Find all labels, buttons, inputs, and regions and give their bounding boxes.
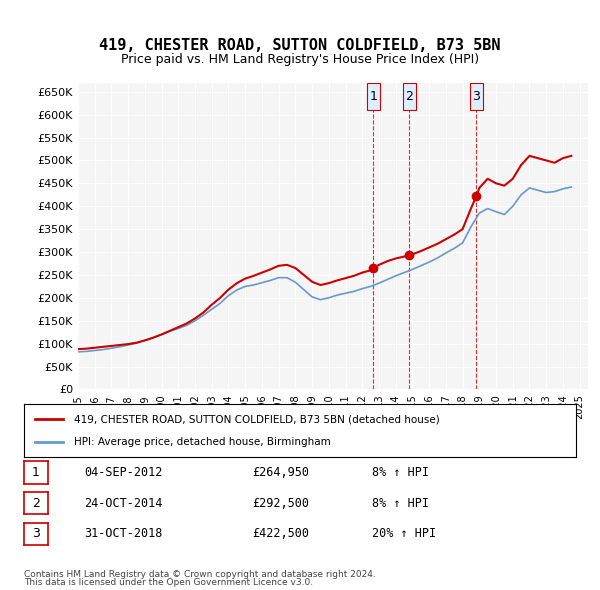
- Text: 1: 1: [32, 466, 40, 479]
- Text: This data is licensed under the Open Government Licence v3.0.: This data is licensed under the Open Gov…: [24, 578, 313, 587]
- Text: Contains HM Land Registry data © Crown copyright and database right 2024.: Contains HM Land Registry data © Crown c…: [24, 571, 376, 579]
- Text: 20% ↑ HPI: 20% ↑ HPI: [372, 527, 436, 540]
- Text: 419, CHESTER ROAD, SUTTON COLDFIELD, B73 5BN (detached house): 419, CHESTER ROAD, SUTTON COLDFIELD, B73…: [74, 414, 439, 424]
- Text: £422,500: £422,500: [252, 527, 309, 540]
- Text: 04-SEP-2012: 04-SEP-2012: [84, 466, 163, 479]
- Text: 2: 2: [32, 497, 40, 510]
- FancyBboxPatch shape: [367, 83, 380, 110]
- Text: 419, CHESTER ROAD, SUTTON COLDFIELD, B73 5BN: 419, CHESTER ROAD, SUTTON COLDFIELD, B73…: [99, 38, 501, 53]
- Text: 1: 1: [370, 90, 377, 103]
- Text: 31-OCT-2018: 31-OCT-2018: [84, 527, 163, 540]
- Text: 3: 3: [473, 90, 481, 103]
- FancyBboxPatch shape: [470, 83, 483, 110]
- Text: HPI: Average price, detached house, Birmingham: HPI: Average price, detached house, Birm…: [74, 437, 331, 447]
- Text: 8% ↑ HPI: 8% ↑ HPI: [372, 497, 429, 510]
- Text: 24-OCT-2014: 24-OCT-2014: [84, 497, 163, 510]
- Text: Price paid vs. HM Land Registry's House Price Index (HPI): Price paid vs. HM Land Registry's House …: [121, 53, 479, 66]
- Text: £264,950: £264,950: [252, 466, 309, 479]
- Text: 3: 3: [32, 527, 40, 540]
- Text: 2: 2: [406, 90, 413, 103]
- Text: £292,500: £292,500: [252, 497, 309, 510]
- Text: 8% ↑ HPI: 8% ↑ HPI: [372, 466, 429, 479]
- FancyBboxPatch shape: [403, 83, 416, 110]
